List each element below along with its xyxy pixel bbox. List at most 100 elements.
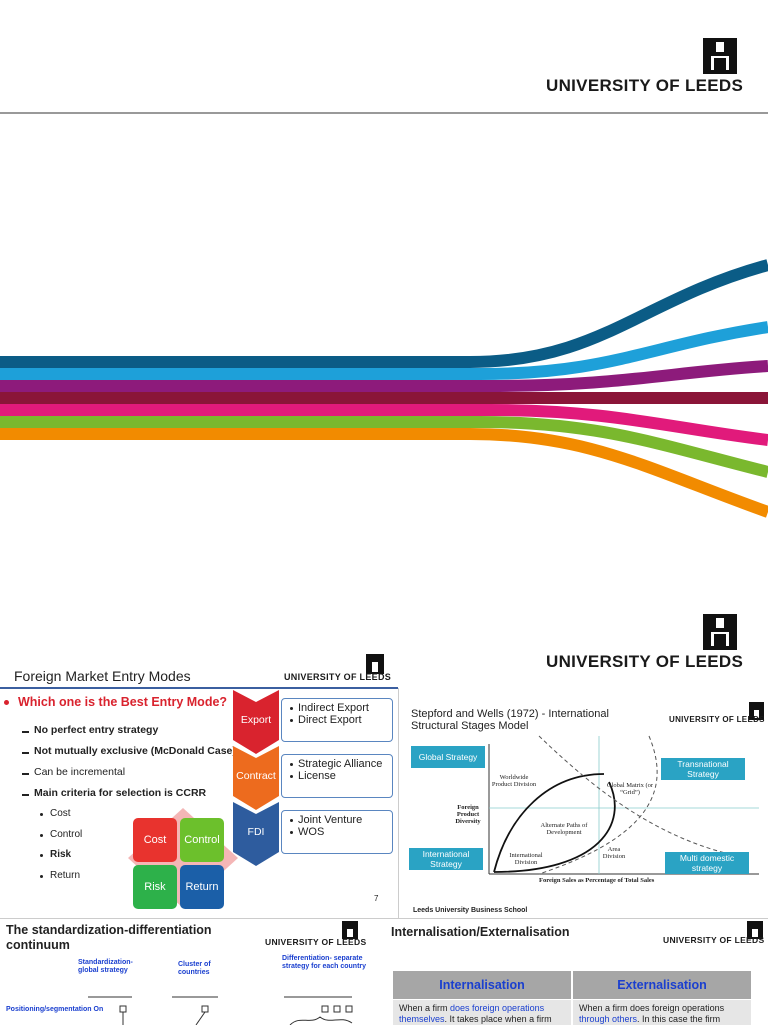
grid-cell: Return (180, 865, 224, 909)
bullet (290, 763, 293, 766)
point: Can be incremental (34, 766, 126, 778)
logo-icon (703, 38, 737, 74)
mode-label: FDI (247, 826, 265, 838)
highlight: through others (579, 1014, 638, 1024)
mode-item: Direct Export (290, 714, 392, 726)
cell-text: When a firm (399, 1003, 451, 1013)
chevron (233, 690, 279, 754)
mode-item-text: WOS (298, 826, 325, 838)
mode-label: Export (240, 714, 272, 726)
dash (22, 731, 29, 733)
logo-text: UNIVERSITY OF LEEDS (669, 715, 765, 724)
slide-title: Foreign Market Entry Modes (14, 668, 191, 684)
logo-text: UNIVERSITY OF LEEDS (663, 935, 765, 945)
slide-title: Stepford and Wells (1972) - Internationa… (411, 708, 609, 732)
grid-cell: Risk (133, 865, 177, 909)
cell-text: . In this case the firm (637, 1014, 721, 1024)
grid-cell: Control (180, 818, 224, 862)
diagram-label: Global Matrix (or “Grid”) (606, 782, 654, 796)
dash (22, 752, 29, 754)
slide-title: Internalisation/Externalisation (391, 925, 570, 939)
logo-text: UNIVERSITY OF LEEDS (546, 652, 744, 671)
diagram-label: Area Division (602, 846, 626, 860)
bullet (290, 819, 293, 822)
table-header: Externalisation (573, 971, 751, 999)
path (493, 773, 605, 873)
internalisation-slide: Internalisation/Externalisation UNIVERSI… (385, 918, 768, 1025)
dash (22, 794, 29, 796)
mode-item-text: Strategic Alliance (298, 758, 383, 770)
mode-item-text: Indirect Export (298, 702, 369, 714)
criterion: Return (50, 869, 81, 881)
logo-icon (747, 921, 763, 939)
logo-text: UNIVERSITY OF LEEDS (265, 937, 367, 947)
column-label: Differentiation- separate strategy for e… (282, 955, 367, 970)
table-cell: When a firm does foreign operations thro… (573, 1000, 751, 1025)
x-axis-label: Foreign Sales as Percentage of Total Sal… (539, 877, 655, 884)
column-label: Cluster of countries (178, 961, 211, 976)
footer: Leeds University Business School (413, 907, 528, 914)
strategy-box: Multi domestic strategy (665, 852, 749, 874)
bullet (290, 719, 293, 722)
dash (22, 773, 29, 775)
logo-icon (749, 702, 764, 720)
bullet (40, 813, 43, 816)
bullet (40, 833, 43, 837)
mode-box: Indirect Export Direct Export (281, 698, 393, 742)
content (0, 687, 398, 907)
strategy-box: Global Strategy (411, 746, 485, 768)
slide-title: The standardization-differentiation cont… (6, 923, 212, 952)
bullet (40, 854, 43, 857)
stripes (0, 259, 768, 518)
strategy-box: International Strategy (409, 848, 483, 870)
mode-item: License (290, 770, 392, 782)
logo-text: UNIVERSITY OF LEEDS (284, 672, 392, 682)
diagram (488, 735, 759, 875)
page-number: 7 (374, 894, 379, 903)
chevron (233, 802, 279, 866)
mode-item-text: License (298, 770, 336, 782)
mode-item: WOS (290, 826, 392, 838)
logo-icon (342, 921, 358, 939)
mode-item: Indirect Export (290, 702, 392, 714)
mode-item: Joint Venture (290, 814, 392, 826)
column-label: Standardization- global strategy (78, 959, 133, 974)
grid-cell: Cost (133, 818, 177, 862)
point: Not mutually exclusive (McDonald Case) (34, 745, 236, 757)
mode-box: Strategic Alliance License (281, 754, 393, 798)
bullet (40, 874, 43, 878)
cell-text: . It takes place when a firm (444, 1014, 552, 1024)
mode-box: Joint Venture WOS (281, 810, 393, 854)
strategy-box: Transnational Strategy (661, 758, 745, 780)
diagram-label: Worldwide Product Division (491, 774, 537, 788)
bullet (290, 831, 293, 834)
table-cell: When a firm does foreign operations them… (393, 1000, 571, 1025)
diagram-label: International Division (509, 852, 543, 866)
bullet (290, 707, 293, 710)
question: Which one is the Best Entry Mode? (18, 695, 228, 709)
criterion: Cost (50, 808, 71, 819)
boundary (538, 735, 730, 855)
diagram (88, 996, 353, 1025)
diagram-label: Foreign Product Diversity (455, 804, 481, 825)
entry-modes-slide: Foreign Market Entry Modes UNIVERSITY OF… (0, 640, 398, 909)
title-slide (0, 38, 768, 518)
stages-slide: Stepford and Wells (1972) - Internationa… (398, 688, 768, 918)
criterion: Risk (50, 849, 72, 860)
highlight: does foreign operations themselves (399, 1003, 545, 1024)
logo-icon (366, 654, 384, 674)
mode-item-text: Joint Venture (298, 814, 363, 826)
point: Main criteria for selection is CCRR (34, 787, 207, 799)
criterion: Control (50, 828, 83, 840)
logo-text: UNIVERSITY OF LEEDS (546, 76, 744, 95)
diagram-label: Alternate Paths of Development (540, 822, 588, 836)
logo-icon (703, 614, 737, 650)
row-label: Positioning/segmentation On (6, 1006, 104, 1013)
continuum-slide: The standardization-differentiation cont… (0, 918, 385, 1025)
bullet (4, 700, 9, 705)
mode-item: Strategic Alliance (290, 758, 392, 770)
cell-text: When a firm does foreign operations (579, 1003, 725, 1013)
path (493, 781, 616, 873)
bullet (290, 775, 293, 778)
